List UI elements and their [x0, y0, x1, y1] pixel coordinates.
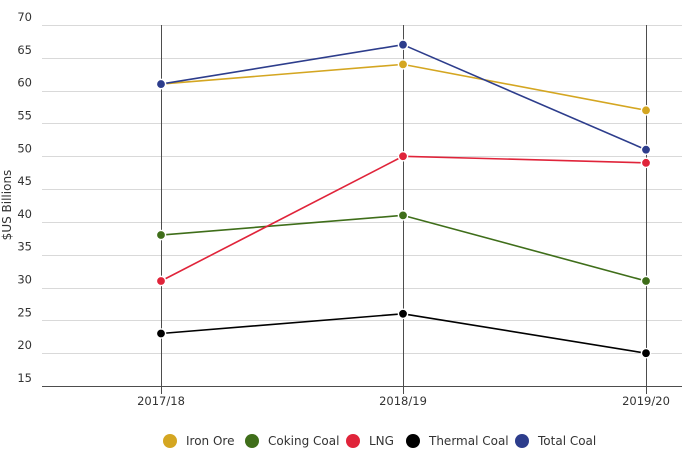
legend-item-coking-coal[interactable]: Coking Coal — [245, 434, 339, 448]
y-tick-label: 35 — [17, 240, 32, 254]
y-tick-label: 60 — [17, 76, 32, 90]
y-tick-label: 55 — [17, 108, 32, 122]
data-point-thermal-coal[interactable] — [397, 308, 409, 320]
legend-swatch-coking-coal — [245, 434, 259, 448]
legend-label: Coking Coal — [268, 434, 339, 448]
data-point-coking-coal[interactable] — [397, 210, 409, 221]
y-tick-label: 15 — [17, 371, 32, 385]
y-tick-label: 45 — [17, 174, 32, 188]
y-tick-label: 40 — [17, 207, 32, 221]
data-point-iron-ore[interactable] — [640, 105, 652, 116]
data-point-coking-coal[interactable] — [640, 275, 652, 287]
legend-swatch-total-coal — [515, 434, 529, 448]
y-tick-label: 65 — [17, 43, 32, 57]
series-points — [155, 39, 652, 359]
data-point-lng[interactable] — [397, 150, 409, 162]
data-point-lng[interactable] — [640, 157, 652, 169]
data-point-total-coal[interactable] — [640, 144, 652, 156]
x-tick-label: 2018/19 — [379, 394, 427, 408]
data-point-total-coal[interactable] — [397, 39, 409, 50]
x-tick-label: 2019/20 — [622, 394, 670, 408]
y-tick-label: 50 — [17, 141, 32, 155]
legend-swatch-thermal-coal — [406, 434, 420, 448]
data-point-lng[interactable] — [155, 275, 167, 287]
y-tick-label: 70 — [17, 10, 32, 24]
legend: Iron Ore Coking Coal LNG Thermal Coal Total … — [163, 434, 596, 448]
legend-item-total-coal[interactable]: Total Coal — [515, 434, 596, 448]
legend-swatch-iron-ore — [163, 434, 177, 448]
data-point-thermal-coal[interactable] — [155, 328, 167, 339]
data-point-thermal-coal[interactable] — [640, 347, 652, 359]
legend-swatch-lng — [346, 434, 360, 448]
y-tick-label: 25 — [17, 305, 32, 319]
tick-labels: 15 20 25 30 35 40 45 50 55 60 65 70 2017/18 2018/19 20… — [17, 10, 670, 408]
legend-label: Total Coal — [537, 434, 596, 448]
y-axis-title: $US Billions — [0, 170, 14, 241]
y-tick-label: 20 — [17, 338, 32, 352]
legend-label: Iron Ore — [186, 434, 234, 448]
data-point-coking-coal[interactable] — [155, 229, 167, 241]
legend-item-iron-ore[interactable]: Iron Ore — [163, 434, 234, 448]
legend-item-thermal-coal[interactable]: Thermal Coal — [406, 434, 509, 448]
data-point-total-coal[interactable] — [155, 78, 167, 90]
legend-label: Thermal Coal — [428, 434, 509, 448]
data-point-iron-ore[interactable] — [397, 59, 409, 70]
legend-label: LNG — [369, 434, 394, 448]
y-tick-label: 30 — [17, 273, 32, 287]
gridlines — [42, 25, 682, 394]
x-tick-label: 2017/18 — [137, 394, 185, 408]
legend-item-lng[interactable]: LNG — [346, 434, 394, 448]
